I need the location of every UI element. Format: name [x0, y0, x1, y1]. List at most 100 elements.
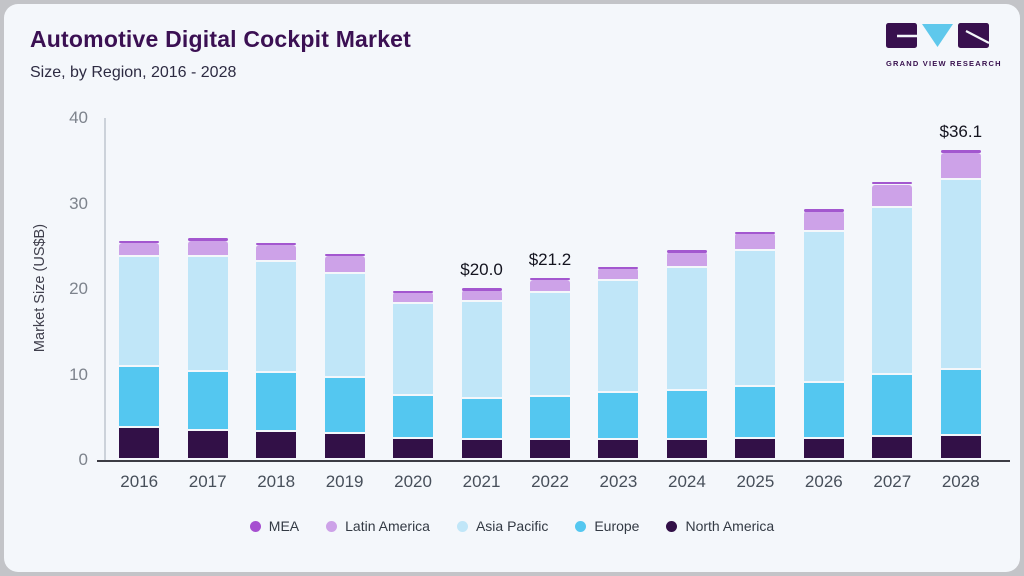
bar-segment-latin-america-2027[interactable] [872, 184, 913, 206]
legend-swatch-europe [575, 520, 587, 532]
legend-item-mea[interactable]: MEA [249, 518, 299, 534]
x-tick-2024: 2024 [668, 472, 706, 491]
bar-segment-asia-pacific-2017[interactable] [187, 257, 228, 370]
bar-segment-mea-2021[interactable] [461, 288, 502, 291]
legend-label-asia-pacific: Asia Pacific [475, 518, 549, 534]
bar-segment-asia-pacific-2028[interactable] [940, 180, 981, 369]
bar-segment-europe-2028[interactable] [940, 370, 981, 435]
bar-segment-north-america-2022[interactable] [530, 440, 570, 458]
bar-segment-europe-2016[interactable] [119, 366, 160, 426]
bar-segment-latin-america-2019[interactable] [324, 255, 365, 272]
bar-segment-north-america-2023[interactable] [598, 440, 639, 458]
bar-segment-north-america-2018[interactable] [256, 431, 297, 458]
chart-legend: MEA Latin America Asia Pacific Europe North … [4, 518, 1020, 534]
bar-segment-asia-pacific-2018[interactable] [256, 261, 297, 371]
legend-label-latin-america: Latin America [345, 518, 430, 534]
y-tick-30: 30 [69, 193, 88, 213]
bar-segment-asia-pacific-2016[interactable] [119, 256, 160, 365]
bar-segment-latin-america-2024[interactable] [666, 252, 707, 267]
bar-segment-asia-pacific-2025[interactable] [735, 251, 776, 386]
bar-segment-europe-2022[interactable] [530, 396, 570, 439]
bar-segment-asia-pacific-2019[interactable] [324, 273, 365, 376]
bar-segment-europe-2023[interactable] [598, 393, 639, 439]
bar-segment-north-america-2016[interactable] [119, 427, 160, 458]
bar-segment-mea-2016[interactable] [119, 240, 160, 244]
bar-segment-asia-pacific-2020[interactable] [393, 304, 434, 394]
bar-segment-latin-america-2020[interactable] [393, 292, 434, 303]
bar-segment-north-america-2021[interactable] [461, 440, 502, 458]
bar-segment-mea-2020[interactable] [393, 290, 434, 294]
bar-segment-north-america-2026[interactable] [803, 438, 844, 458]
bar-segment-mea-2023[interactable] [598, 266, 639, 270]
bar-segment-latin-america-2025[interactable] [735, 233, 776, 250]
bar-segment-latin-america-2026[interactable] [803, 211, 844, 230]
bar-segment-europe-2025[interactable] [735, 387, 776, 438]
legend-item-asia-pacific[interactable]: Asia Pacific [456, 518, 549, 534]
bar-segment-europe-2020[interactable] [393, 395, 434, 437]
bar-segment-north-america-2027[interactable] [872, 436, 913, 458]
x-tick-2023: 2023 [599, 472, 638, 491]
bar-segment-north-america-2025[interactable] [735, 439, 776, 458]
bar-segment-europe-2017[interactable] [187, 371, 228, 429]
bar-segment-north-america-2017[interactable] [187, 430, 228, 458]
bar-segment-mea-2027[interactable] [872, 181, 913, 185]
x-tick-2017: 2017 [188, 472, 227, 491]
bar-segment-asia-pacific-2023[interactable] [598, 281, 639, 392]
legend-label-north-america: North America [685, 518, 775, 534]
y-tick-0: 0 [78, 450, 88, 469]
legend-label-europe: Europe [594, 518, 640, 534]
bar-segment-mea-2017[interactable] [187, 238, 228, 241]
bar-segment-mea-2018[interactable] [256, 242, 297, 246]
bar-segment-latin-america-2017[interactable] [187, 241, 228, 256]
legend-swatch-latin-america [326, 520, 338, 532]
bar-segment-north-america-2028[interactable] [940, 436, 981, 458]
legend-item-europe[interactable]: Europe [575, 518, 639, 534]
y-axis-line [104, 118, 106, 460]
bar-segment-latin-america-2023[interactable] [598, 268, 639, 280]
grand-view-research-logo: GRAND VIEW RESEARCH [886, 22, 1002, 68]
page-subtitle: Size, by Region, 2016 - 2028 [30, 64, 237, 81]
bar-segment-mea-2025[interactable] [735, 231, 776, 235]
bar-segment-europe-2026[interactable] [803, 383, 844, 437]
bar-segment-latin-america-2022[interactable] [530, 280, 570, 292]
legend-item-latin-america[interactable]: Latin America [326, 518, 430, 534]
bar-segment-mea-2019[interactable] [324, 253, 365, 257]
bar-segment-asia-pacific-2024[interactable] [666, 268, 707, 389]
bar-segment-latin-america-2018[interactable] [256, 244, 297, 260]
bar-segment-mea-2026[interactable] [803, 209, 844, 212]
gvr-logo-icon [886, 23, 990, 48]
bar-segment-asia-pacific-2022[interactable] [530, 293, 570, 395]
legend-swatch-north-america [666, 520, 678, 532]
page-title: Automotive Digital Cockpit Market [30, 26, 412, 52]
bar-segment-asia-pacific-2027[interactable] [872, 207, 913, 374]
bar-segment-europe-2018[interactable] [256, 372, 297, 430]
bar-segment-europe-2024[interactable] [666, 390, 707, 439]
x-tick-2028: 2028 [941, 472, 980, 491]
bar-segment-mea-2022[interactable] [530, 277, 570, 281]
value-label-2022: $21.2 [528, 249, 572, 269]
bar-segment-mea-2028[interactable] [940, 150, 981, 153]
bar-segment-latin-america-2016[interactable] [119, 242, 160, 255]
bar-segment-mea-2024[interactable] [666, 250, 707, 253]
x-tick-2020: 2020 [394, 472, 432, 491]
legend-item-north-america[interactable]: North America [666, 518, 774, 534]
bar-segment-latin-america-2021[interactable] [461, 289, 502, 300]
bar-segment-asia-pacific-2021[interactable] [461, 301, 502, 398]
x-tick-2022: 2022 [531, 472, 569, 491]
stacked-bar-chart: Market Size (US$B) 0 10 20 30 40 2016 2017 2018… [4, 4, 1020, 572]
chart-card: Automotive Digital Cockpit Market Size, … [4, 4, 1020, 572]
logo-text: GRAND VIEW RESEARCH [886, 59, 1002, 68]
legend-swatch-asia-pacific [456, 520, 468, 532]
x-tick-2018: 2018 [257, 472, 296, 491]
bar-segment-north-america-2019[interactable] [324, 434, 365, 458]
bar-segment-asia-pacific-2026[interactable] [803, 231, 844, 382]
bar-segment-europe-2027[interactable] [872, 375, 913, 435]
x-axis-line [97, 460, 1010, 462]
value-label-2021: $20.0 [460, 260, 503, 279]
bar-segment-north-america-2020[interactable] [393, 438, 434, 458]
bar-segment-north-america-2024[interactable] [666, 440, 707, 458]
bar-segment-europe-2021[interactable] [461, 399, 502, 439]
y-tick-10: 10 [69, 364, 88, 384]
bar-segment-latin-america-2028[interactable] [940, 153, 981, 179]
bar-segment-europe-2019[interactable] [324, 377, 365, 433]
